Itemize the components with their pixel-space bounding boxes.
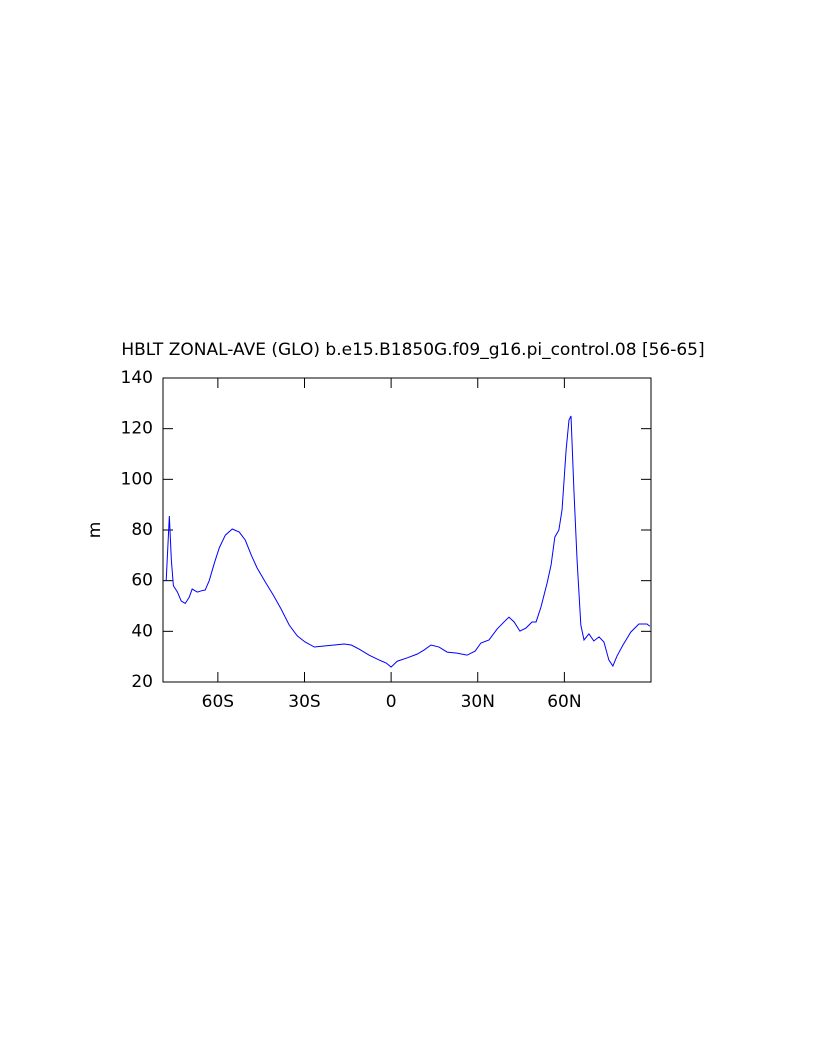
- plot-frame: [162, 377, 652, 683]
- chart-title: HBLT ZONAL-AVE (GLO) b.e15.B1850G.f09_g1…: [121, 340, 704, 360]
- x-tick-label: 30N: [461, 692, 495, 712]
- data-line: [165, 415, 651, 668]
- y-axis-label: m: [85, 522, 105, 539]
- x-tick-label: 60N: [547, 692, 581, 712]
- x-tick-label: 60S: [202, 692, 234, 712]
- y-tick-label: 60: [131, 571, 153, 591]
- y-tick-label: 140: [121, 368, 153, 388]
- y-tick-label: 80: [131, 520, 153, 540]
- x-tick-label: 30S: [288, 692, 320, 712]
- y-tick-label: 20: [131, 672, 153, 692]
- y-tick-label: 120: [121, 419, 153, 439]
- x-tick-label: 0: [386, 692, 397, 712]
- y-tick-label: 100: [121, 469, 153, 489]
- y-tick-label: 40: [131, 621, 153, 641]
